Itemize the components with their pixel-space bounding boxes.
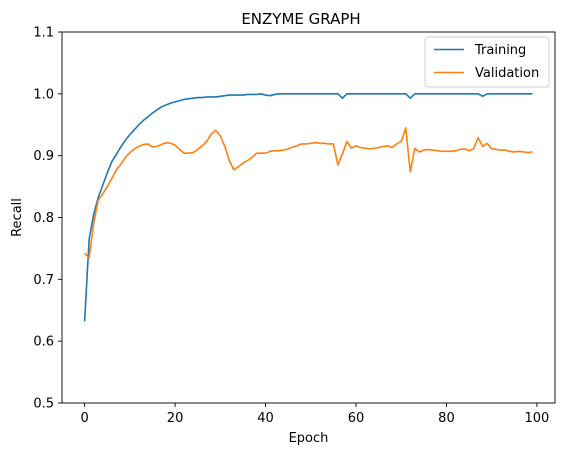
y-tick-label: 1.1 [33,26,54,41]
plot-background [62,32,555,403]
x-tick-label: 40 [257,411,274,426]
y-axis: 0.5 0.6 0.7 0.8 0.9 1.0 1.1 [33,26,62,412]
series-line-validation [84,127,533,259]
series-line-training [83,93,533,322]
y-tick-label: 1.0 [33,87,54,102]
x-tick-label: 60 [348,411,365,426]
chart-title: ENZYME GRAPH [241,10,360,28]
y-tick-label: 0.6 [33,335,54,350]
x-tick-label: 20 [167,411,184,426]
x-tick-label: 0 [80,411,88,426]
legend-label-validation: Validation [475,66,539,81]
y-tick-label: 0.9 [33,149,54,164]
legend-label-training: Training [474,43,526,58]
legend: Training Validation [424,36,550,88]
x-tick-label: 100 [524,411,549,426]
x-tick-label: 80 [438,411,455,426]
y-axis-label: Recall [10,198,25,237]
plot-area [61,31,556,404]
y-tick-label: 0.5 [33,397,54,412]
x-axis: 0 20 40 60 80 100 [80,403,549,426]
y-tick-label: 0.8 [33,211,54,226]
x-axis-label: Epoch [289,431,329,446]
y-tick-label: 0.7 [33,273,54,288]
series-layer [83,93,533,322]
